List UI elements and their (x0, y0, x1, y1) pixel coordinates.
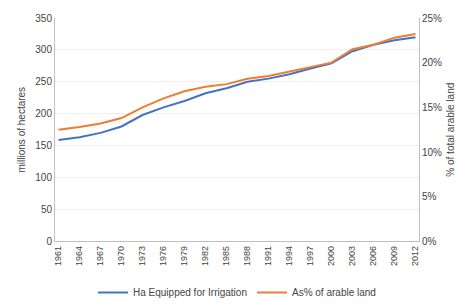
svg-text:200: 200 (35, 108, 52, 119)
svg-text:350: 350 (35, 13, 52, 24)
svg-text:1973: 1973 (137, 246, 147, 266)
svg-text:% of total arable land: % of total arable land (445, 83, 456, 177)
svg-text:10%: 10% (422, 147, 442, 158)
svg-text:2009: 2009 (389, 246, 399, 266)
svg-text:100: 100 (35, 172, 52, 183)
svg-text:millions of hectares: millions of hectares (16, 87, 27, 173)
svg-text:1994: 1994 (284, 246, 294, 266)
svg-text:20%: 20% (422, 57, 442, 68)
svg-text:1985: 1985 (221, 246, 231, 266)
svg-text:2003: 2003 (347, 246, 357, 266)
svg-text:1979: 1979 (179, 246, 189, 266)
svg-text:15%: 15% (422, 102, 442, 113)
svg-text:1961: 1961 (53, 246, 63, 266)
svg-text:As% of arable land: As% of arable land (292, 287, 376, 298)
svg-text:1970: 1970 (116, 246, 126, 266)
svg-text:Ha Equipped for Irrigation: Ha Equipped for Irrigation (133, 287, 247, 298)
svg-text:1976: 1976 (158, 246, 168, 266)
svg-text:25%: 25% (422, 13, 442, 24)
svg-text:1997: 1997 (305, 246, 315, 266)
svg-text:1991: 1991 (263, 246, 273, 266)
svg-text:1982: 1982 (200, 246, 210, 266)
svg-text:2006: 2006 (368, 246, 378, 266)
svg-text:5%: 5% (422, 191, 437, 202)
svg-text:150: 150 (35, 140, 52, 151)
svg-text:300: 300 (35, 44, 52, 55)
svg-text:2000: 2000 (326, 246, 336, 266)
svg-text:1967: 1967 (95, 246, 105, 266)
svg-text:250: 250 (35, 76, 52, 87)
svg-text:2012: 2012 (410, 246, 420, 266)
svg-text:1988: 1988 (242, 246, 252, 266)
svg-text:0%: 0% (422, 236, 437, 247)
svg-text:50: 50 (41, 204, 53, 215)
svg-text:1964: 1964 (74, 246, 84, 266)
svg-text:0: 0 (46, 236, 52, 247)
